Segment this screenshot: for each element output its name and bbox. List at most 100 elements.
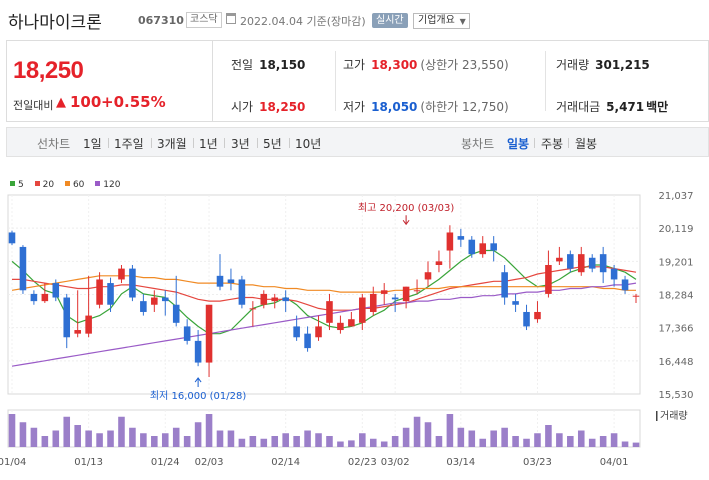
candle-body (610, 268, 618, 280)
legend-swatch (64, 181, 70, 186)
candle-body (337, 322, 344, 331)
volume-bar (402, 427, 410, 447)
volume-bar (315, 433, 322, 447)
candle-body (523, 311, 530, 327)
y-tick-label: 17,366 (659, 324, 694, 335)
change-label: 전일대비 (13, 99, 54, 112)
y-tick-label: 20,119 (659, 224, 694, 235)
volume-bar (501, 427, 508, 447)
volume-bar (205, 414, 213, 447)
volume-bar (227, 430, 235, 447)
volume-frame (7, 409, 641, 448)
volume-bar (85, 430, 92, 447)
tab-3m[interactable]: 3개월 (157, 137, 187, 151)
volume-bar (545, 425, 552, 447)
prev-close-label: 전일 (231, 58, 254, 72)
candle-body (490, 243, 497, 251)
x-tick-label: 01/24 (151, 457, 180, 468)
volume-marker (656, 411, 658, 421)
open-value: 18,250 (259, 100, 306, 114)
ma-120-line (11, 282, 637, 367)
line-chart-label: 선차트 (37, 137, 71, 151)
candle-body (359, 297, 366, 323)
tab-weekly[interactable]: 주봉 (541, 137, 564, 151)
candle-body (588, 257, 596, 269)
high-annotation: 최고 20,200 (03/03) (358, 202, 454, 214)
candle-body (556, 257, 563, 262)
volume-bar (424, 422, 432, 447)
low-value: 18,050 (371, 100, 418, 114)
candle-body (577, 254, 585, 273)
candle-body (402, 286, 410, 302)
tab-1w[interactable]: 1주일 (114, 137, 144, 151)
candle-body (63, 297, 71, 338)
upper-limit: (상한가 23,550) (420, 58, 509, 72)
y-tick-label: 18,284 (659, 291, 694, 302)
tab-divider (224, 138, 225, 148)
volume-bar (457, 427, 465, 447)
legend-swatch (10, 181, 15, 186)
tab-daily[interactable]: 일봉 (507, 137, 530, 151)
candle-body (238, 279, 246, 305)
realtime-button[interactable]: 실시간 (372, 13, 408, 28)
x-tick-label: 03/14 (446, 457, 475, 468)
volume-bar (194, 422, 202, 447)
volume-bar (348, 440, 355, 447)
open-price: 시가 18,250 (231, 98, 305, 115)
candle-body (227, 279, 235, 284)
tab-5y[interactable]: 5년 (263, 137, 282, 151)
divider (335, 51, 336, 111)
candle-body (107, 283, 114, 305)
candle-body (85, 315, 92, 334)
legend-swatch (34, 181, 40, 186)
volume-bar (19, 422, 27, 447)
volume-bar (74, 425, 81, 447)
tab-3y[interactable]: 3년 (231, 137, 250, 151)
company-overview-select[interactable]: 기업개요 ▼ (413, 13, 470, 29)
candle-body (599, 254, 607, 273)
tab-monthly[interactable]: 월봉 (575, 137, 598, 151)
volume-bar (479, 438, 487, 447)
y-tick-label: 19,201 (659, 257, 694, 268)
x-tick-label: 02/14 (271, 457, 300, 468)
tab-10y[interactable]: 10년 (295, 137, 322, 151)
tab-1y[interactable]: 1년 (199, 137, 218, 151)
low-price: 저가 18,050 (하한가 12,750) (343, 98, 509, 115)
base-date: 2022.04.04 기준(장마감) (240, 15, 366, 28)
candle-body (8, 232, 16, 244)
candle-body (632, 295, 640, 297)
volume-bar (413, 416, 421, 447)
tab-divider (151, 138, 152, 148)
change-percent: +0.55% (101, 93, 166, 111)
change-value: 100 (70, 93, 102, 111)
candle-body (282, 297, 289, 302)
stock-code: 067310 (138, 14, 184, 27)
candle-body (468, 239, 476, 255)
volume-bar (151, 436, 158, 447)
tab-1d[interactable]: 1일 (83, 137, 102, 151)
volume-bar (337, 441, 344, 447)
legend-ma120: 120 (95, 180, 120, 190)
volume-bar (249, 436, 257, 447)
tab-divider (193, 138, 194, 148)
volume-bar (621, 441, 629, 447)
candle-body (194, 340, 202, 363)
candle-body (41, 293, 49, 302)
high-price: 고가 18,300 (상한가 23,550) (343, 56, 509, 73)
volume-bar (577, 430, 585, 447)
x-tick-label: 03/23 (523, 457, 552, 468)
candle-body (74, 330, 81, 334)
volume-bar (140, 433, 147, 447)
low-label: 저가 (343, 100, 366, 114)
trade-amount: 거래대금 5,471 백만 (556, 98, 668, 115)
volume-bar (216, 430, 224, 447)
volume-bar (359, 433, 366, 447)
volume-value: 301,215 (595, 58, 650, 72)
volume-bar (96, 433, 103, 447)
candle-body (271, 297, 279, 302)
candle-body (501, 272, 508, 298)
chevron-down-icon: ▼ (459, 17, 466, 26)
ma-60-line (11, 275, 636, 293)
candle-body (19, 246, 27, 291)
